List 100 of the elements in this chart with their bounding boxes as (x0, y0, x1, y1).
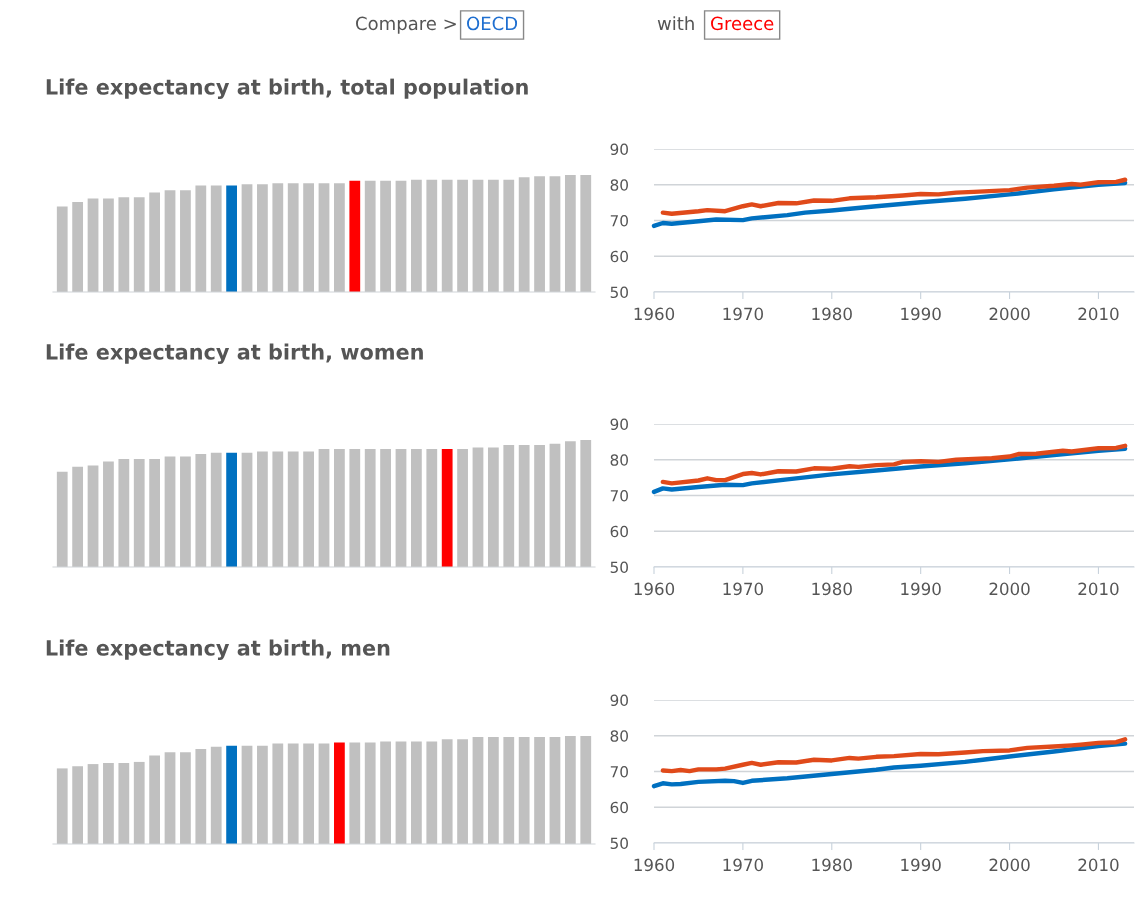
bar (303, 183, 314, 292)
bar (72, 201, 84, 292)
line-series (660, 737, 1128, 774)
y-tick-label: 70 (610, 489, 628, 502)
x-tick-label: 1990 (901, 858, 941, 872)
bar (549, 176, 561, 292)
bar (534, 445, 545, 567)
bar (472, 179, 484, 292)
bar (580, 175, 592, 292)
bar (534, 737, 545, 844)
y-tick-label: 60 (610, 250, 628, 263)
x-tick-label: 2000 (989, 307, 1030, 321)
y-tick-label: 50 (610, 561, 628, 574)
bar (56, 206, 68, 292)
bar (87, 198, 99, 292)
text: Greece (711, 16, 774, 31)
y-tick-label: 80 (610, 454, 628, 466)
x-tick-label: 1990 (901, 582, 941, 596)
bar (195, 453, 207, 567)
bar (411, 741, 422, 844)
text: Compare > (356, 16, 456, 34)
y-tick-label: 90 (610, 143, 628, 156)
bar (487, 737, 499, 844)
x-tick-label: 1980 (812, 582, 852, 596)
bar (395, 180, 407, 292)
bar (257, 184, 268, 292)
bar (518, 445, 530, 567)
bar (487, 447, 499, 567)
bar (56, 471, 68, 567)
bar (118, 459, 130, 567)
bar (518, 177, 530, 292)
chart-title: Life expectancy at birth, men (46, 639, 390, 660)
bar (226, 452, 237, 567)
bar (349, 180, 361, 292)
bar (272, 183, 284, 292)
bar (580, 440, 592, 567)
bar (87, 465, 99, 567)
x-tick-label: 1960 (634, 307, 675, 321)
y-tick-label: 70 (610, 765, 628, 778)
bar (503, 179, 515, 292)
bar (503, 737, 515, 844)
bar (564, 441, 576, 567)
bar (580, 736, 592, 844)
bar (564, 175, 576, 292)
bar (472, 447, 484, 567)
x-tick-label: 2010 (1078, 582, 1119, 596)
bar (241, 184, 253, 292)
bar (133, 459, 145, 567)
bar (549, 737, 561, 844)
bar (257, 745, 268, 844)
bar (318, 743, 330, 844)
x-tick-label: 1990 (901, 307, 941, 321)
bar (380, 741, 391, 844)
bar (195, 748, 207, 844)
bar (272, 743, 284, 844)
bar (503, 445, 515, 567)
bar (56, 768, 68, 844)
bar (226, 745, 237, 844)
y-tick-label: 90 (610, 694, 628, 707)
bar (287, 183, 299, 292)
bar (87, 764, 99, 844)
bar (487, 179, 499, 292)
bar (457, 448, 468, 567)
bar (180, 190, 191, 292)
bar (318, 448, 330, 567)
line-series (660, 177, 1128, 216)
bar (149, 755, 161, 844)
bar (72, 766, 84, 844)
bar (334, 448, 345, 567)
x-tick-label: 1980 (812, 858, 852, 872)
bar (210, 452, 222, 567)
bar (395, 741, 407, 844)
line-series (660, 443, 1128, 486)
x-tick-label: 2010 (1078, 307, 1119, 321)
bar (287, 451, 299, 567)
bar (564, 736, 576, 844)
bar (411, 179, 422, 292)
x-tick-label: 2000 (989, 858, 1030, 872)
bar (380, 180, 391, 292)
bar (426, 741, 438, 844)
bar (318, 183, 330, 292)
bar (364, 180, 376, 292)
text: OECD (467, 16, 518, 31)
line-series (651, 446, 1128, 495)
x-tick-label: 1980 (812, 307, 852, 321)
bar (534, 176, 545, 292)
bar (287, 743, 299, 844)
bar (364, 448, 376, 567)
bar (103, 461, 114, 567)
x-tick-label: 1970 (723, 858, 763, 872)
bar (210, 185, 222, 292)
bar (133, 761, 145, 844)
x-tick-label: 1960 (634, 582, 675, 596)
bar (164, 190, 176, 292)
bar (349, 742, 361, 844)
bar (380, 448, 391, 567)
y-tick-label: 60 (610, 525, 628, 538)
bar (441, 739, 453, 844)
bar (549, 443, 561, 567)
bar (272, 451, 284, 567)
